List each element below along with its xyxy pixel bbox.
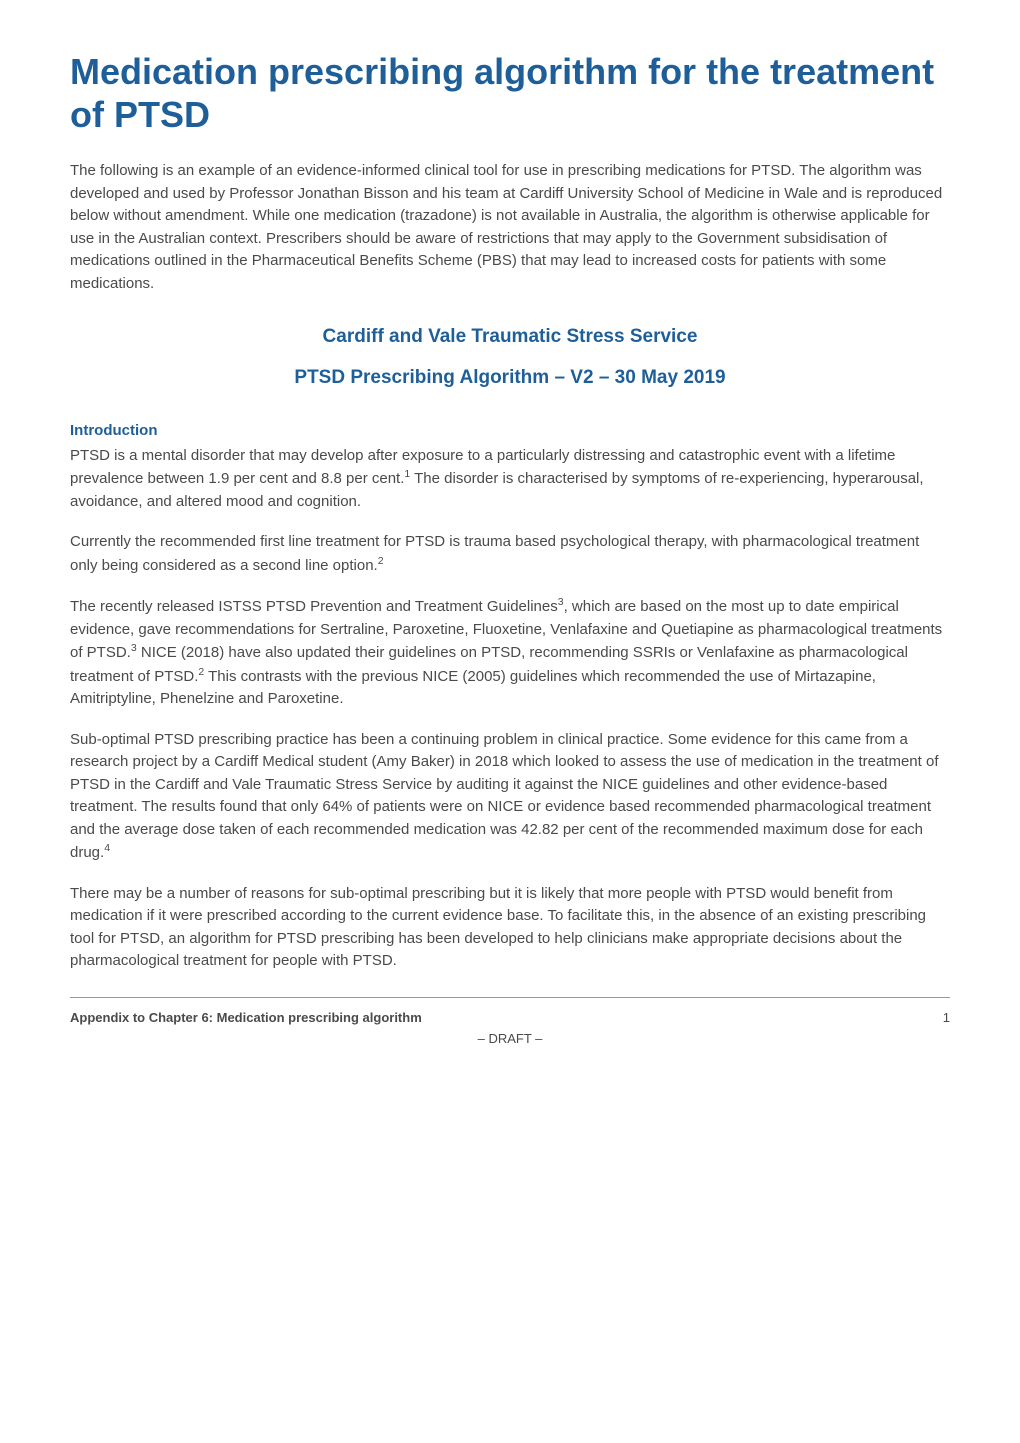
para4-text-a: Sub-optimal PTSD prescribing practice ha… — [70, 731, 939, 862]
page-title: Medication prescribing algorithm for the… — [70, 50, 950, 136]
algorithm-version-heading: PTSD Prescribing Algorithm – V2 – 30 May… — [70, 364, 950, 393]
citation-4: 4 — [104, 842, 110, 854]
introduction-section-title: Introduction — [70, 420, 950, 443]
footer-page-number: 1 — [943, 1008, 950, 1028]
footer-divider — [70, 997, 950, 998]
para2-text-a: Currently the recommended first line tre… — [70, 533, 919, 574]
intro-para-1: PTSD is a mental disorder that may devel… — [70, 445, 950, 514]
footer-draft-label: – DRAFT – — [70, 1029, 950, 1049]
service-heading: Cardiff and Vale Traumatic Stress Servic… — [70, 323, 950, 352]
footer-appendix-title: Appendix to Chapter 6: Medication prescr… — [70, 1008, 422, 1028]
citation-2: 2 — [378, 555, 384, 567]
intro-para-3: The recently released ISTSS PTSD Prevent… — [70, 595, 950, 711]
intro-para-5: There may be a number of reasons for sub… — [70, 883, 950, 973]
intro-para-4: Sub-optimal PTSD prescribing practice ha… — [70, 729, 950, 865]
footer-row: Appendix to Chapter 6: Medication prescr… — [70, 1008, 950, 1028]
intro-para-2: Currently the recommended first line tre… — [70, 531, 950, 577]
para3-text-a: The recently released ISTSS PTSD Prevent… — [70, 598, 558, 615]
intro-paragraph: The following is an example of an eviden… — [70, 160, 950, 295]
